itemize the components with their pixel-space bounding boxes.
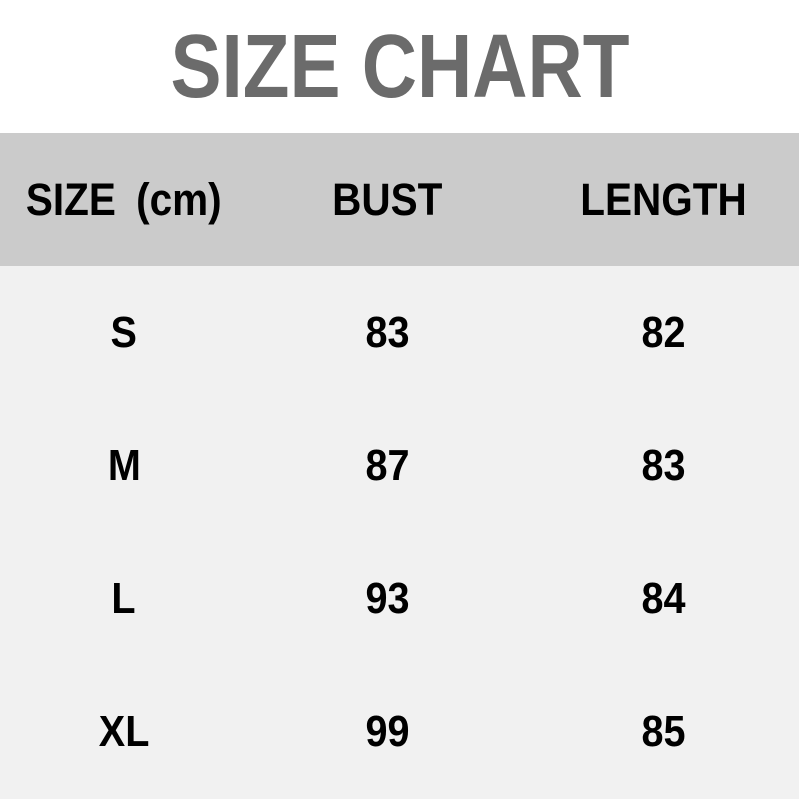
cell-length: 83	[527, 440, 799, 490]
header-cell-bust: BUST	[248, 177, 528, 222]
bust-value: 83	[365, 307, 410, 357]
bust-value: 93	[365, 574, 410, 624]
length-value: 83	[641, 440, 686, 490]
table-row-l: L 93 84	[0, 533, 799, 666]
bust-value: 87	[365, 440, 410, 490]
header-label-length: LENGTH	[579, 174, 747, 225]
header-cell-size: SIZE (cm)	[0, 177, 248, 222]
length-value: 85	[641, 707, 686, 757]
table-body: S 83 82 M 87 83 L 93	[0, 266, 799, 799]
cell-size: S	[0, 307, 248, 357]
cell-size: XL	[0, 710, 248, 754]
cell-bust: 83	[248, 307, 528, 357]
table-header-row: SIZE (cm) BUST LENGTH	[0, 133, 799, 266]
size-value: XL	[98, 707, 150, 757]
cell-bust: 87	[248, 440, 528, 490]
page-title-area: SIZE CHART	[0, 0, 799, 133]
cell-size: L	[0, 577, 248, 621]
table-row-m: M 87 83	[0, 399, 799, 532]
cell-bust: 93	[248, 577, 528, 621]
cell-length: 85	[527, 710, 799, 754]
cell-size: M	[0, 440, 248, 490]
cell-length: 84	[527, 577, 799, 621]
header-cell-length: LENGTH	[527, 177, 799, 222]
cell-length: 82	[527, 307, 799, 357]
length-value: 82	[641, 307, 686, 357]
cell-bust: 99	[248, 710, 528, 754]
length-value: 84	[641, 574, 686, 624]
size-value: L	[111, 574, 136, 624]
header-label-size: SIZE (cm)	[25, 174, 222, 225]
header-label-bust: BUST	[332, 174, 443, 225]
page-title: SIZE CHART	[170, 16, 629, 117]
size-value: M	[107, 440, 141, 490]
table-row-xl: XL 99 85	[0, 666, 799, 799]
bust-value: 99	[365, 707, 410, 757]
table-row-s: S 83 82	[0, 266, 799, 399]
size-value: S	[110, 307, 138, 357]
